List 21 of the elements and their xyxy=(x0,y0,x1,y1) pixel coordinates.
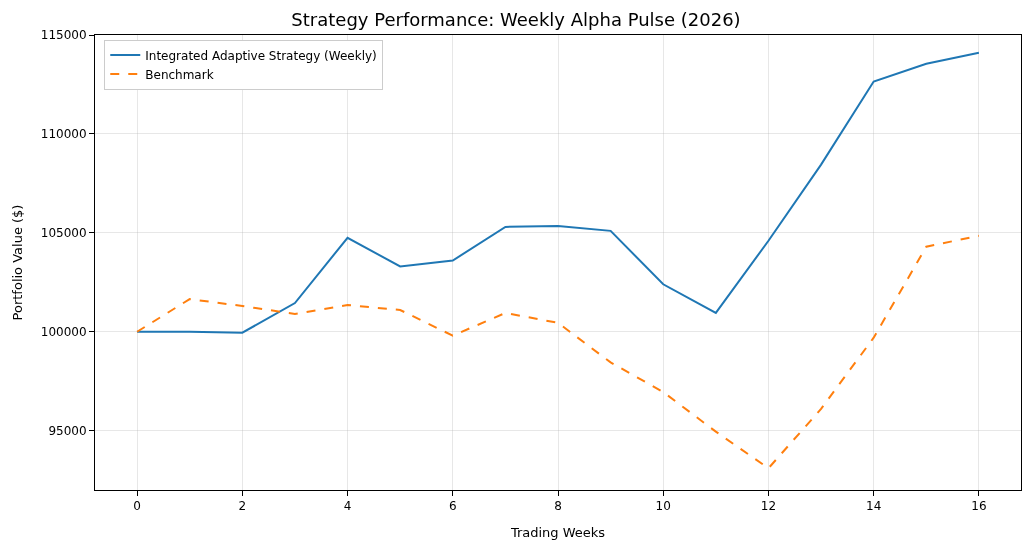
y-tick-label: 110000 xyxy=(40,127,87,142)
y-tick-label: 95000 xyxy=(48,423,87,438)
y-tick-label: 100000 xyxy=(40,324,87,339)
x-tick-label: 8 xyxy=(554,499,562,514)
y-tick-label: 105000 xyxy=(40,226,87,241)
line-series xyxy=(136,234,980,470)
chart-title: Strategy Performance: Weekly Alpha Pulse (2026) xyxy=(291,9,741,31)
x-axis-title: Trading Weeks xyxy=(509,525,606,540)
x-tick-label: 10 xyxy=(655,499,671,514)
x-tick-label: 2 xyxy=(238,499,247,514)
legend-label: Benchmark xyxy=(145,67,214,82)
x-tick-label: 4 xyxy=(343,499,352,514)
x-tick-label: 6 xyxy=(448,499,457,514)
x-tick-label: 12 xyxy=(760,499,777,514)
y-axis-title: Portfolio Value ($) xyxy=(9,204,25,321)
x-tick-label: 16 xyxy=(971,499,987,514)
x-tick-label: 0 xyxy=(133,499,141,514)
line-series xyxy=(136,51,980,334)
legend-label: Integrated Adaptive Strategy (Weekly) xyxy=(145,48,377,63)
y-tick-label: 115000 xyxy=(40,28,87,43)
x-tick-label: 14 xyxy=(866,499,882,514)
